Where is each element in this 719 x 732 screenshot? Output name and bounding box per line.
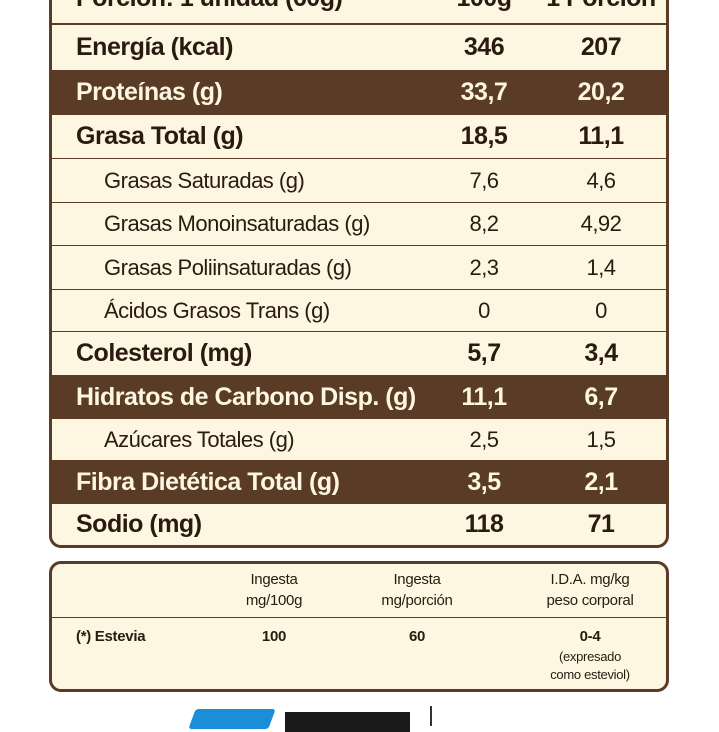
intake-100g-value: 100 bbox=[261, 628, 287, 645]
table-header-row: Porción: 1 unidad (60g) 100g 1 Porción bbox=[52, 0, 666, 25]
nutrient-label: Ácidos Grasos Trans (g) bbox=[104, 297, 330, 323]
intake-col-portion-header: Ingesta mg/porción bbox=[362, 569, 472, 611]
table-row: Ácidos Grasos Trans (g) 0 0 bbox=[52, 290, 666, 332]
value-portion: 207 bbox=[580, 33, 622, 61]
intake-col-100g-header: Ingesta mg/100g bbox=[224, 569, 324, 611]
table-row: Grasa Total (g) 18,5 11,1 bbox=[52, 115, 666, 159]
header-line: peso corporal bbox=[546, 592, 634, 609]
note-line: como esteviol) bbox=[550, 667, 630, 682]
value-portion: 20,2 bbox=[577, 78, 625, 106]
table-row: Fibra Dietética Total (g) 3,5 2,1 bbox=[52, 461, 666, 504]
value-100g: 11,1 bbox=[461, 382, 507, 411]
header-line: mg/porción bbox=[381, 592, 453, 609]
intake-portion-value: 60 bbox=[408, 628, 426, 645]
value-100g: 2,3 bbox=[469, 254, 499, 280]
value-portion: 6,7 bbox=[584, 382, 618, 411]
value-100g: 18,5 bbox=[460, 122, 508, 150]
value-portion: 0 bbox=[595, 297, 607, 323]
col-100g-header: 100g bbox=[432, 0, 536, 13]
nutrient-label: Grasas Saturadas (g) bbox=[104, 167, 305, 193]
table-row: Proteínas (g) 33,7 20,2 bbox=[52, 71, 666, 115]
value-100g: 0 bbox=[478, 297, 490, 323]
value-100g: 5,7 bbox=[467, 339, 501, 367]
nutrition-table: Porción: 1 unidad (60g) 100g 1 Porción E… bbox=[49, 0, 669, 548]
value-portion: 71 bbox=[587, 510, 615, 538]
table-row: Azúcares Totales (g) 2,5 1,5 bbox=[52, 419, 666, 461]
nutrient-label: Colesterol (mg) bbox=[76, 339, 252, 367]
value-portion: 4,6 bbox=[586, 167, 616, 193]
value-portion: 3,4 bbox=[584, 339, 618, 367]
ida-note: (expresado como esteviol) bbox=[530, 648, 650, 684]
value-portion: 1,5 bbox=[586, 426, 616, 452]
nutrient-label: Energía (kcal) bbox=[76, 33, 233, 61]
nutrient-label: Grasas Monoinsaturadas (g) bbox=[104, 211, 370, 236]
nutrient-label: Proteínas (g) bbox=[76, 78, 223, 106]
intake-header-row: Ingesta mg/100g Ingesta mg/porción I.D.A… bbox=[52, 564, 666, 618]
table-row: Colesterol (mg) 5,7 3,4 bbox=[52, 332, 666, 376]
brand-logo-stripe bbox=[188, 709, 276, 729]
value-100g: 3,5 bbox=[467, 467, 501, 496]
value-portion: 2,1 bbox=[584, 467, 618, 496]
note-line: (expresado bbox=[558, 649, 622, 664]
ida-value: 0-4 bbox=[579, 628, 601, 645]
header-line: I.D.A. mg/kg bbox=[550, 571, 630, 588]
value-100g: 118 bbox=[464, 510, 504, 538]
table-row: Grasas Saturadas (g) 7,6 4,6 bbox=[52, 159, 666, 203]
value-100g: 2,5 bbox=[469, 426, 499, 452]
nutrient-label: Fibra Dietética Total (g) bbox=[76, 467, 340, 496]
sweetener-intake-table: Ingesta mg/100g Ingesta mg/porción I.D.A… bbox=[49, 561, 669, 692]
table-row: Energía (kcal) 346 207 bbox=[52, 25, 666, 71]
nutrient-label: Azúcares Totales (g) bbox=[104, 426, 295, 452]
value-100g: 8,2 bbox=[469, 211, 499, 236]
value-portion: 11,1 bbox=[578, 122, 624, 150]
table-row: Sodio (mg) 118 71 bbox=[52, 504, 666, 545]
header-line: Ingesta bbox=[250, 571, 298, 588]
value-portion: 4,92 bbox=[580, 211, 622, 236]
ida-col-header: I.D.A. mg/kg peso corporal bbox=[530, 569, 650, 611]
table-row: Grasas Poliinsaturadas (g) 2,3 1,4 bbox=[52, 246, 666, 290]
value-portion: 1,4 bbox=[586, 254, 616, 280]
value-100g: 7,6 bbox=[469, 167, 499, 193]
nutrient-label: Grasa Total (g) bbox=[76, 122, 244, 150]
header-line: Ingesta bbox=[393, 571, 441, 588]
nutrient-label: Grasas Poliinsaturadas (g) bbox=[104, 254, 352, 280]
table-row: Grasas Monoinsaturadas (g) 8,2 4,92 bbox=[52, 203, 666, 246]
sweetener-label: (*) Estevia bbox=[76, 628, 146, 645]
nutrient-label: Sodio (mg) bbox=[76, 510, 202, 538]
table-row: Hidratos de Carbono Disp. (g) 11,1 6,7 bbox=[52, 376, 666, 419]
logo-divider bbox=[430, 706, 432, 726]
value-100g: 33,7 bbox=[460, 78, 508, 106]
brand-logo-wordmark bbox=[285, 712, 410, 732]
portion-label: Porción: 1 unidad (60g) bbox=[52, 0, 432, 13]
col-portion-header: 1 Porción bbox=[536, 0, 666, 13]
nutrient-label: Hidratos de Carbono Disp. (g) bbox=[76, 382, 416, 411]
header-line: mg/100g bbox=[245, 592, 303, 609]
value-100g: 346 bbox=[463, 33, 505, 61]
intake-data-row: (*) Estevia 100 60 0-4 (expresado como e… bbox=[52, 618, 666, 689]
